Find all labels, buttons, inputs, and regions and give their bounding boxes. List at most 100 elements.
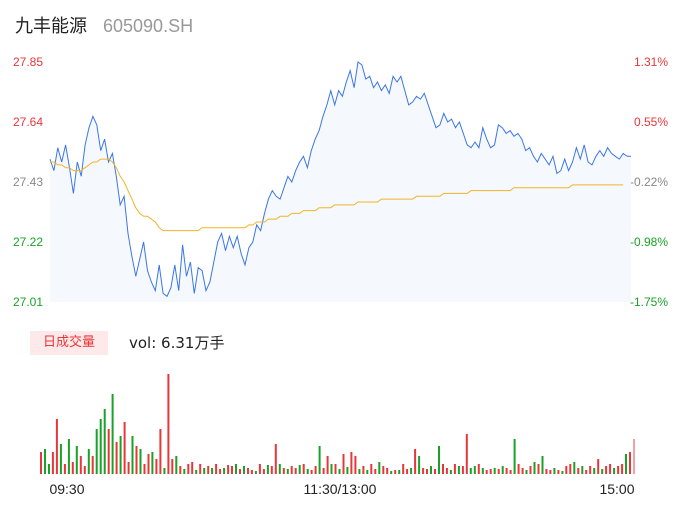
- volume-bar: [342, 454, 345, 474]
- volume-bar: [123, 422, 126, 474]
- price-tick-label: 27.43: [13, 175, 43, 189]
- volume-bar: [517, 464, 520, 474]
- volume-bar: [589, 466, 592, 474]
- volume-bar: [402, 464, 405, 474]
- volume-bar: [262, 469, 265, 474]
- volume-bar: [370, 464, 373, 474]
- average-price-line: [50, 158, 624, 232]
- volume-bar: [358, 469, 361, 474]
- volume-bar: [183, 469, 186, 474]
- volume-bar: [187, 464, 190, 474]
- volume-bar: [442, 464, 444, 474]
- volume-bar: [306, 469, 309, 474]
- volume-bar: [48, 464, 50, 474]
- volume-bar: [422, 468, 425, 474]
- volume-bar: [40, 452, 42, 474]
- volume-bar: [605, 466, 608, 474]
- volume-bar: [489, 469, 492, 474]
- volume-bar: [195, 470, 198, 474]
- volume-bar: [629, 452, 631, 474]
- volume-bar: [561, 471, 564, 474]
- volume-bar: [473, 466, 476, 474]
- volume-bar: [231, 466, 233, 474]
- volume-bar: [394, 470, 397, 474]
- volume-bar: [573, 462, 576, 474]
- price-tick-label: 27.64: [13, 115, 43, 129]
- volume-bar: [549, 470, 552, 474]
- volume-bar: [457, 466, 460, 474]
- volume-bar: [553, 468, 556, 474]
- volume-bar: [346, 467, 349, 474]
- volume-bar: [537, 464, 540, 474]
- volume-bar: [247, 468, 249, 474]
- percent-tick-label: -0.22%: [630, 175, 668, 189]
- volume-bar: [71, 462, 74, 474]
- volume-bar: [131, 436, 134, 474]
- volume-bar: [541, 456, 544, 474]
- price-tick-label: 27.22: [13, 235, 43, 249]
- percent-tick-label: -1.75%: [630, 295, 668, 309]
- volume-bar: [374, 469, 377, 474]
- volume-bar: [569, 464, 572, 474]
- volume-bar: [51, 452, 54, 474]
- percent-tick-label: 0.55%: [634, 115, 668, 129]
- volume-bar: [95, 429, 98, 474]
- volume-bar: [362, 466, 365, 474]
- volume-bar: [199, 464, 202, 474]
- volume-bar: [465, 434, 468, 474]
- volume-bar: [326, 456, 329, 474]
- volume-bar: [67, 439, 70, 474]
- volume-bar: [521, 468, 524, 474]
- volume-bar: [243, 466, 245, 474]
- volume-bar: [609, 464, 612, 474]
- volume-bar: [171, 459, 174, 474]
- volume-bar: [378, 462, 381, 474]
- volume-bar: [107, 429, 110, 474]
- percent-tick-label: 1.31%: [634, 55, 668, 69]
- volume-bar: [625, 454, 627, 474]
- volume-bar: [513, 439, 516, 474]
- volume-bar: [286, 469, 289, 474]
- volume-bar: [278, 464, 281, 474]
- volume-bar: [59, 444, 62, 474]
- volume-bar: [509, 470, 512, 474]
- volume-bar: [461, 466, 464, 474]
- volume-bar: [103, 409, 106, 474]
- time-tick-label: 11:30/13:00: [304, 481, 377, 497]
- price-line: [49, 61, 631, 298]
- volume-bar: [545, 469, 548, 474]
- stock-name: 九丰能源: [15, 16, 87, 37]
- volume-bar: [485, 470, 488, 474]
- volume-bar: [557, 470, 560, 474]
- volume-bar: [354, 456, 357, 474]
- volume-bar: [119, 436, 122, 474]
- volume-bar: [219, 469, 222, 474]
- volume-bar: [497, 469, 500, 474]
- header: 九丰能源 605090.SH: [15, 12, 193, 40]
- volume-bar: [366, 470, 369, 474]
- volume-bar: [298, 465, 301, 474]
- volume-bar: [87, 449, 90, 474]
- volume-bar: [111, 394, 114, 474]
- volume-bar: [434, 469, 436, 474]
- volume-bar: [155, 459, 158, 474]
- volume-bar: [617, 466, 620, 474]
- volume-bar: [330, 464, 333, 474]
- volume-bar: [438, 446, 440, 474]
- volume-bar: [227, 465, 230, 474]
- volume-bar: [266, 465, 269, 474]
- volume-bar: [621, 464, 624, 474]
- volume-badge: 日成交量: [30, 331, 108, 355]
- volume-bar: [493, 468, 496, 474]
- volume-bar: [127, 462, 130, 474]
- volume-bar: [613, 468, 616, 474]
- volume-bar: [215, 464, 218, 474]
- price-area: [50, 62, 631, 302]
- volume-bar: [314, 466, 317, 474]
- volume-bar: [55, 419, 58, 474]
- volume-bar: [334, 464, 337, 474]
- volume-bar: [597, 459, 600, 474]
- volume-bar: [223, 468, 226, 474]
- volume-bar: [79, 456, 82, 474]
